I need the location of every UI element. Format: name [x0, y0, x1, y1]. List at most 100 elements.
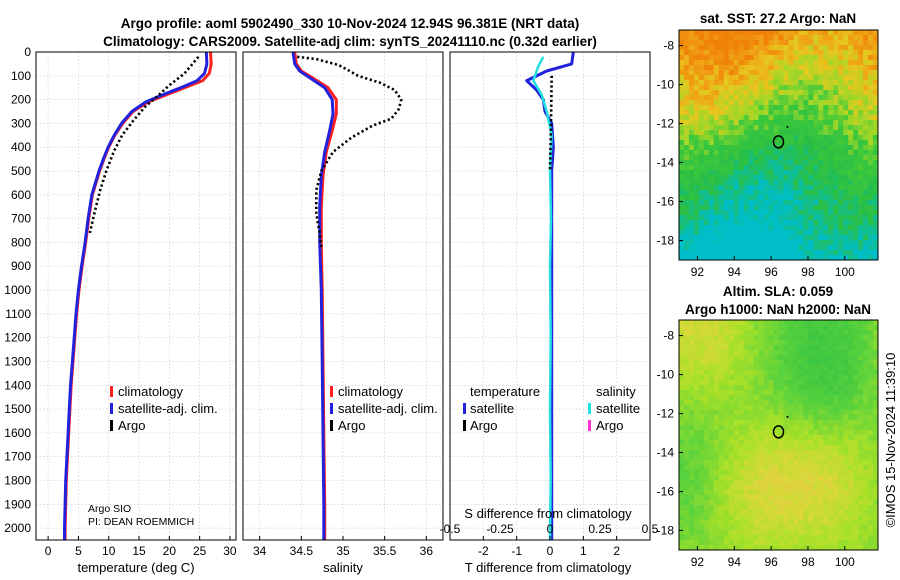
map-cell [753, 135, 760, 141]
map-cell [763, 445, 770, 451]
map-cell [858, 415, 864, 421]
map-cell [683, 525, 690, 531]
map-cell [813, 160, 819, 166]
map-cell [768, 510, 775, 516]
map-cell [778, 170, 784, 176]
map-cell [738, 525, 745, 531]
map-cell [703, 365, 710, 371]
map-cell [679, 250, 685, 256]
map-cell [853, 370, 859, 376]
map-cell [823, 350, 829, 356]
map-cell [679, 465, 685, 471]
map-cell [703, 115, 710, 121]
map-cell [858, 405, 864, 411]
map-cell [768, 430, 775, 436]
map-cell [679, 445, 685, 451]
map-cell [863, 540, 869, 546]
map-cell [748, 85, 755, 91]
map-cell [798, 365, 804, 371]
map-y-tick-label: -18 [657, 234, 675, 248]
map-cell [858, 340, 864, 346]
map-cell [848, 515, 854, 521]
map-cell [833, 220, 839, 226]
map-cell [853, 485, 859, 491]
x-tick-label: -1 [511, 544, 522, 558]
map-cell [873, 240, 879, 246]
map-cell [683, 440, 690, 446]
map-cell [708, 360, 715, 366]
map-cell [873, 320, 879, 326]
map-cell [698, 85, 705, 91]
map-cell [698, 470, 705, 476]
map-cell [688, 80, 695, 86]
map-cell [688, 420, 695, 426]
map-cell [763, 130, 770, 136]
map-cell [748, 255, 755, 261]
map-cell [828, 100, 834, 106]
map-cell [863, 35, 869, 41]
map-cell [778, 90, 784, 96]
map-cell [833, 365, 839, 371]
map-cell [753, 350, 760, 356]
map-cell [713, 325, 720, 331]
map-cell [823, 185, 829, 191]
map-cell [763, 370, 770, 376]
map-cell [868, 370, 874, 376]
map-cell [803, 225, 809, 231]
map-cell [683, 215, 690, 221]
map-cell [748, 165, 755, 171]
map-cell [723, 370, 730, 376]
map-cell [728, 475, 735, 481]
map-cell [838, 255, 844, 261]
map-cell [863, 325, 869, 331]
map-cell [808, 475, 814, 481]
map-cell [873, 115, 879, 121]
map-cell [688, 195, 695, 201]
x-tick-label: -2 [478, 544, 489, 558]
depth-tick-label: 1100 [5, 307, 31, 321]
map-cell [743, 540, 750, 546]
map-cell [778, 320, 784, 326]
map-cell [679, 500, 685, 506]
map-cell [733, 190, 740, 196]
map-cell [788, 95, 794, 101]
map-cell [853, 380, 859, 386]
map-cell [843, 400, 849, 406]
map-cell [723, 205, 730, 211]
map-cell [713, 355, 720, 361]
map-cell [738, 460, 745, 466]
map-cell [723, 160, 730, 166]
map-cell [853, 220, 859, 226]
map-cell [748, 510, 755, 516]
map-cell [743, 145, 750, 151]
map-cell [828, 35, 834, 41]
map-cell [793, 495, 799, 501]
map-cell [708, 145, 715, 151]
map-cell [748, 55, 755, 61]
sla-map-title-1: Altim. SLA: 0.059 [723, 284, 833, 299]
map-cell [793, 355, 799, 361]
map-cell [688, 95, 695, 101]
map-cell [743, 150, 750, 156]
map-cell [788, 215, 794, 221]
map-cell [743, 140, 750, 146]
map-cell [768, 525, 775, 531]
map-cell [718, 65, 725, 71]
map-cell [858, 435, 864, 441]
map-cell [683, 245, 690, 251]
map-cell [813, 55, 819, 61]
map-cell [858, 245, 864, 251]
map-cell [693, 210, 700, 216]
map-cell [778, 480, 784, 486]
map-cell [788, 65, 794, 71]
map-cell [868, 450, 874, 456]
map-cell [828, 380, 834, 386]
map-cell [738, 115, 745, 121]
map-cell [813, 135, 819, 141]
map-cell [763, 35, 770, 41]
map-cell [728, 350, 735, 356]
map-cell [758, 490, 765, 496]
map-cell [763, 140, 770, 146]
depth-tick-label: 1400 [4, 378, 31, 392]
map-cell [873, 385, 879, 391]
